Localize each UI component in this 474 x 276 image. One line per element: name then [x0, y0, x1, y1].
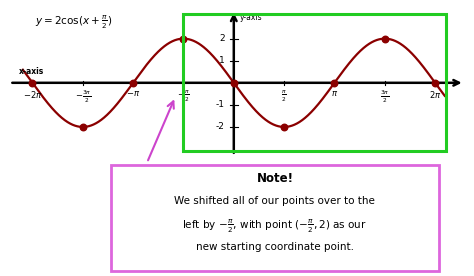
Point [28, 81, 36, 85]
Point [230, 81, 237, 85]
Text: -2: -2 [216, 123, 225, 131]
Text: $2\pi$: $2\pi$ [429, 89, 441, 100]
Text: left by $-\frac{\pi}{2}$, with point $(-\frac{\pi}{2},2)$ as our: left by $-\frac{\pi}{2}$, with point $(-… [182, 218, 367, 235]
Point [79, 125, 87, 129]
Text: 1: 1 [219, 56, 225, 65]
Text: $-\pi$: $-\pi$ [126, 89, 140, 98]
Text: $\pi$: $\pi$ [331, 89, 338, 98]
Bar [183, 14, 446, 151]
Point [331, 81, 338, 85]
Point [129, 81, 137, 85]
Text: $y = 2\cos(x + \frac{\pi}{2})$: $y = 2\cos(x + \frac{\pi}{2})$ [35, 14, 112, 31]
Text: $\frac{3\pi}{2}$: $\frac{3\pi}{2}$ [380, 89, 390, 105]
Text: -1: -1 [216, 100, 225, 109]
Text: new starting coordinate point.: new starting coordinate point. [196, 242, 354, 252]
Text: $-2\pi$: $-2\pi$ [23, 89, 42, 100]
Text: $\frac{\pi}{2}$: $\frac{\pi}{2}$ [281, 89, 287, 104]
Point [431, 81, 439, 85]
Point [280, 125, 288, 129]
Text: $-\frac{3\pi}{2}$: $-\frac{3\pi}{2}$ [74, 89, 91, 105]
FancyBboxPatch shape [111, 165, 439, 271]
Point [180, 36, 187, 41]
Text: We shifted all of our points over to the: We shifted all of our points over to the [174, 196, 375, 206]
Text: 2: 2 [219, 34, 225, 43]
Text: x-axis: x-axis [19, 67, 45, 76]
Text: y-axis: y-axis [240, 13, 263, 22]
Text: $-\frac{\pi}{2}$: $-\frac{\pi}{2}$ [177, 89, 190, 104]
Point [381, 36, 389, 41]
Text: Note!: Note! [256, 172, 293, 185]
